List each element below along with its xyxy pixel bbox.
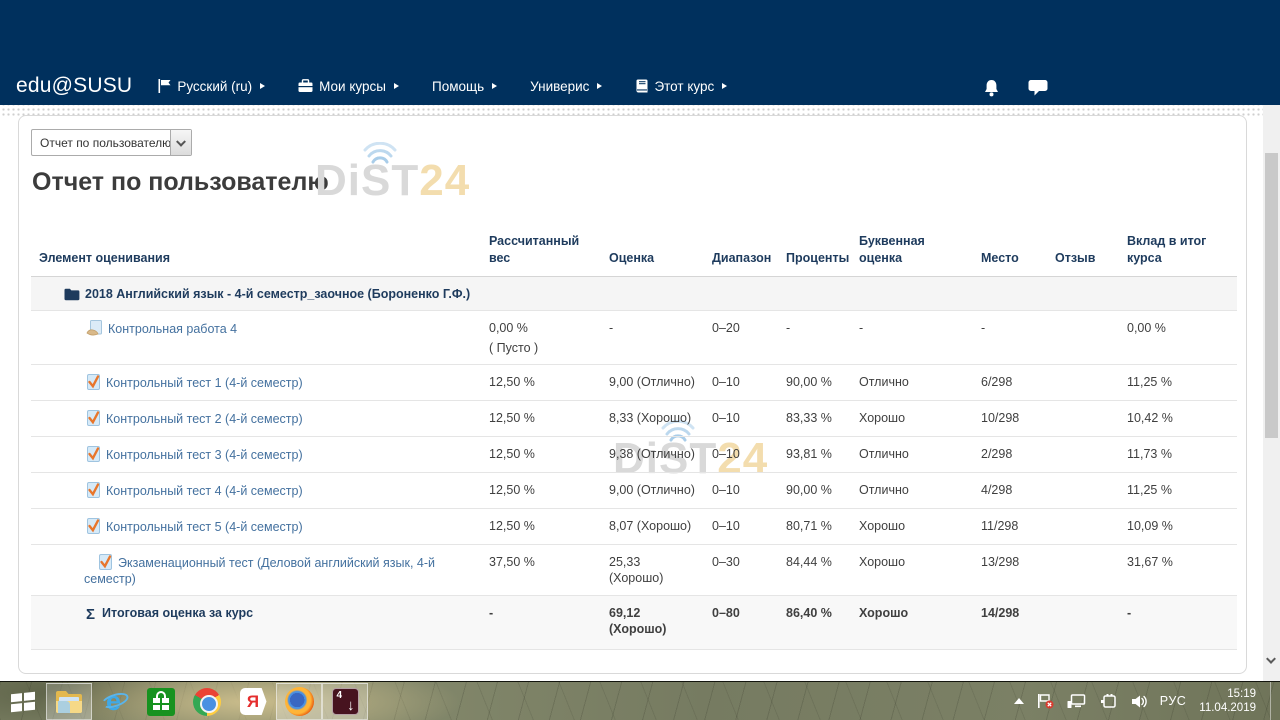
- folder-icon: [64, 288, 80, 301]
- col-header-range: Диапазон: [704, 224, 778, 277]
- dotted-divider: [0, 105, 1280, 116]
- report-select-value: Отчет по пользователю: [40, 136, 172, 150]
- table-header-row: Элемент оценивания Рассчитанный вес Оцен…: [31, 224, 1237, 277]
- grade-row: Экзаменационный тест (Деловой английский…: [31, 544, 1237, 596]
- chevron-right-icon: [722, 83, 728, 89]
- quiz-icon: [87, 374, 100, 390]
- nav-help-menu[interactable]: Помощь: [432, 79, 498, 94]
- taskbar-clock[interactable]: 15:19 11.04.2019: [1199, 687, 1256, 715]
- quiz-icon: [99, 554, 112, 570]
- grade-item-link[interactable]: Контрольный тест 3 (4-й семестр): [106, 448, 303, 462]
- book-icon: [636, 79, 648, 93]
- keyboard-language-indicator[interactable]: РУС: [1159, 694, 1187, 708]
- col-header-contribution: Вклад в итог курса: [1119, 224, 1237, 277]
- course-total-row: Σ Итоговая оценка за курс - 69,12 (Хорошо…: [31, 595, 1237, 650]
- briefcase-icon: [298, 79, 313, 92]
- wifi-signal-icon: [363, 142, 397, 164]
- start-button[interactable]: [0, 683, 46, 720]
- flag-icon: [158, 79, 171, 93]
- chevron-down-icon: [176, 136, 186, 147]
- show-desktop-button[interactable]: [1270, 681, 1280, 720]
- windows-store-icon: [147, 687, 175, 716]
- col-header-letter: Буквенная оценка: [851, 224, 973, 277]
- report-type-select[interactable]: Отчет по пользователю: [31, 129, 192, 156]
- internet-explorer-icon: e: [99, 686, 131, 717]
- messages-chat-icon[interactable]: [1028, 79, 1048, 97]
- col-header-weight: Рассчитанный вес: [481, 224, 601, 277]
- select-dropdown-button[interactable]: [170, 130, 191, 155]
- assignment-icon: [86, 320, 102, 336]
- chevron-down-icon: [1266, 653, 1276, 664]
- col-header-feedback: Отзыв: [1047, 224, 1119, 277]
- notifications-bell-icon[interactable]: [983, 79, 1000, 97]
- grade-item-link[interactable]: Контрольная работа 4: [108, 322, 238, 336]
- tray-expand-icon[interactable]: [1013, 698, 1024, 704]
- top-navbar: edu@SUSU Русский (ru) Мои курсы: [0, 0, 1280, 105]
- file-explorer-icon: [56, 690, 82, 713]
- 4k-downloader-icon: 4 ↓: [331, 688, 359, 715]
- grade-item-link[interactable]: Контрольный тест 4 (4-й семестр): [106, 484, 303, 498]
- taskbar-yandex-browser[interactable]: Я: [230, 683, 276, 720]
- taskbar-internet-explorer[interactable]: e: [92, 683, 138, 720]
- chevron-right-icon: [492, 83, 498, 89]
- chevron-right-icon: [393, 83, 399, 89]
- nav-this-course-menu[interactable]: Этот курс: [635, 79, 728, 94]
- grade-row: Контрольный тест 3 (4-й семестр) 12,50 %…: [31, 436, 1237, 473]
- chrome-icon: [193, 687, 221, 716]
- grades-table: Элемент оценивания Рассчитанный вес Оцен…: [31, 224, 1237, 650]
- taskbar-firefox[interactable]: [276, 683, 322, 720]
- quiz-icon: [87, 410, 100, 426]
- nav-language-menu[interactable]: Русский (ru): [158, 79, 266, 94]
- col-header-rank: Место: [973, 224, 1047, 277]
- clock-time: 15:19: [1227, 688, 1256, 700]
- action-center-flag-icon[interactable]: [1037, 693, 1054, 709]
- yandex-browser-icon: Я: [239, 688, 267, 715]
- grade-item-link[interactable]: Контрольный тест 1 (4-й семестр): [106, 376, 303, 390]
- page-title: Отчет по пользователю: [32, 168, 329, 196]
- category-row: 2018 Английский язык - 4-й семестр_заочн…: [31, 276, 1237, 311]
- grade-row: Контрольный тест 1 (4-й семестр) 12,50 %…: [31, 364, 1237, 401]
- weight-note: ( Пусто ): [489, 341, 539, 355]
- vertical-scrollbar[interactable]: [1263, 105, 1280, 681]
- volume-icon[interactable]: [1131, 694, 1147, 709]
- grade-item-link[interactable]: Экзаменационный тест (Деловой английский…: [84, 556, 436, 586]
- chevron-right-icon: [260, 83, 266, 89]
- grade-row: Контрольная работа 4 0,00 %( Пусто ) - 0…: [31, 310, 1237, 365]
- grade-row: Контрольный тест 4 (4-й семестр) 12,50 %…: [31, 472, 1237, 509]
- grade-item-link[interactable]: Контрольный тест 2 (4-й семестр): [106, 412, 303, 426]
- scrollbar-down-button[interactable]: [1266, 653, 1276, 666]
- system-tray: РУС 15:19 11.04.2019: [1013, 687, 1270, 715]
- quiz-icon: [87, 482, 100, 498]
- quiz-icon: [87, 518, 100, 534]
- grade-item-link[interactable]: Контрольный тест 5 (4-й семестр): [106, 520, 303, 534]
- windows-logo-icon: [11, 691, 35, 712]
- scrollbar-thumb[interactable]: [1265, 153, 1278, 438]
- report-card: Отчет по пользователю Отчет по пользоват…: [18, 115, 1247, 674]
- col-header-percent: Проценты: [778, 224, 851, 277]
- network-icon[interactable]: [1067, 693, 1087, 709]
- nav-univeris-menu[interactable]: Универис: [530, 79, 603, 94]
- grade-row: Контрольный тест 2 (4-й семестр) 12,50 %…: [31, 400, 1237, 437]
- taskbar-4k-downloader[interactable]: 4 ↓: [322, 683, 368, 720]
- taskbar-file-explorer[interactable]: [46, 683, 92, 720]
- nav-my-courses-menu[interactable]: Мои курсы: [298, 79, 399, 94]
- col-header-item: Элемент оценивания: [31, 224, 481, 277]
- site-logo[interactable]: edu@SUSU: [16, 74, 133, 97]
- clock-date: 11.04.2019: [1199, 702, 1256, 714]
- grade-row: Контрольный тест 5 (4-й семестр) 12,50 %…: [31, 508, 1237, 545]
- sigma-icon: Σ: [86, 606, 96, 623]
- taskbar-chrome[interactable]: [184, 683, 230, 720]
- chevron-right-icon: [597, 83, 603, 89]
- battery-icon[interactable]: [1100, 693, 1118, 709]
- taskbar-windows-store[interactable]: [138, 683, 184, 720]
- firefox-icon: [284, 687, 314, 716]
- dist24-watermark: DiST24: [315, 142, 470, 206]
- windows-taskbar: e Я 4 ↓: [0, 681, 1280, 720]
- col-header-grade: Оценка: [601, 224, 704, 277]
- quiz-icon: [87, 446, 100, 462]
